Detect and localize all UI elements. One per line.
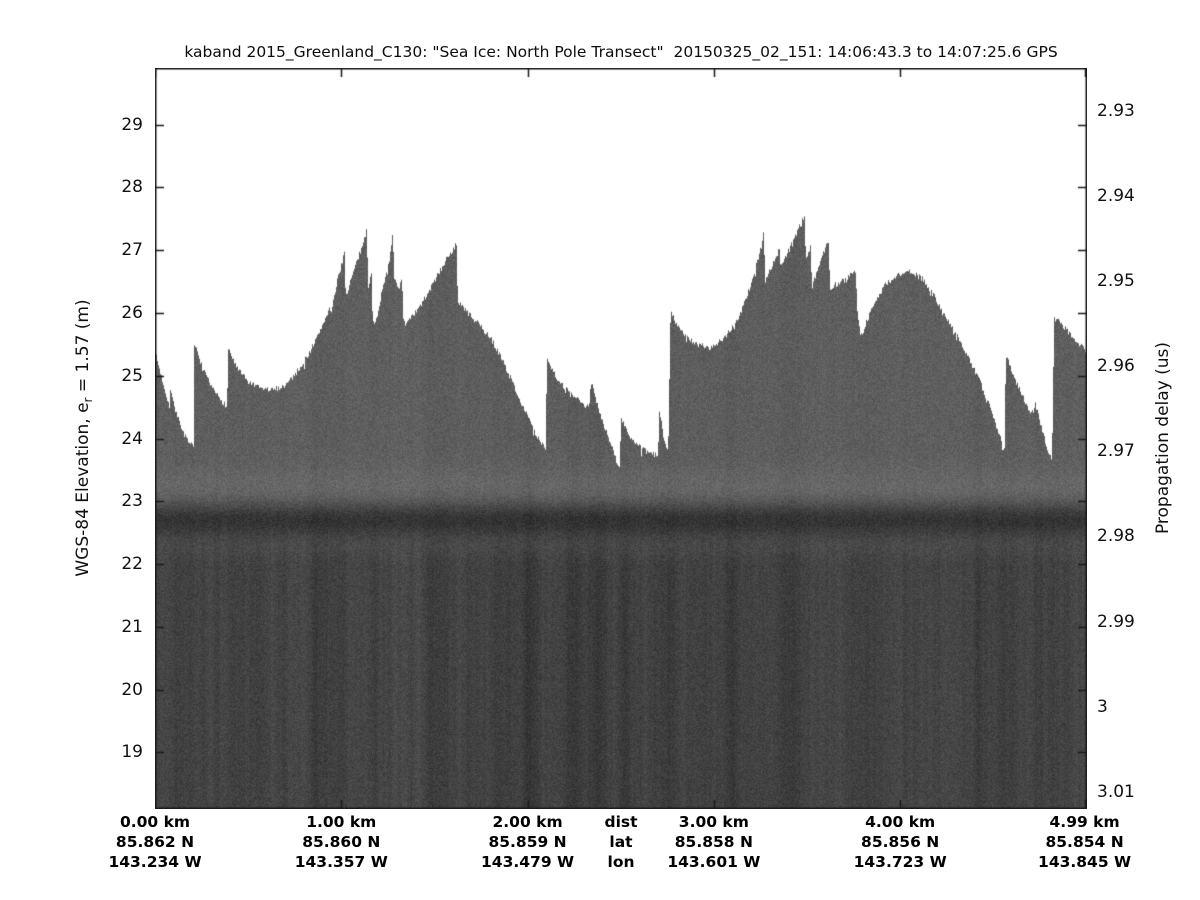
x-axis-label-column: 2.00 km 85.859 N 143.479 W bbox=[453, 812, 603, 872]
y-axis-left-tick-label: 24 bbox=[121, 428, 143, 449]
y-axis-right-tick-label: 2.99 bbox=[1097, 611, 1135, 632]
y-left-label-subscript: r bbox=[81, 397, 96, 403]
y-axis-left-tick-label: 25 bbox=[121, 365, 143, 386]
x-tick-longitude: 143.479 W bbox=[481, 853, 575, 871]
y-axis-left-tick-label: 27 bbox=[121, 240, 143, 261]
x-tick-latitude: 85.858 N bbox=[674, 833, 753, 851]
x-tick-longitude: 143.723 W bbox=[853, 853, 947, 871]
x-axis-label-column: 3.00 km 85.858 N 143.601 W bbox=[639, 812, 789, 872]
y-axis-right-tick-label: 2.96 bbox=[1097, 356, 1135, 377]
y-axis-right-tick-label: 2.94 bbox=[1097, 185, 1135, 206]
x-axis-label-column: 4.00 km 85.856 N 143.723 W bbox=[825, 812, 975, 872]
x-tick-longitude: 143.601 W bbox=[667, 853, 761, 871]
y-axis-right-tick-label: 2.98 bbox=[1097, 526, 1135, 547]
x-tick-latitude: 85.862 N bbox=[115, 833, 195, 851]
x-tick-distance: 4.99 km bbox=[1049, 813, 1120, 831]
y-axis-left-tick-label: 19 bbox=[121, 742, 143, 763]
x-tick-distance: 4.00 km bbox=[865, 813, 936, 831]
y-axis-left-tick-label: 22 bbox=[121, 554, 143, 575]
y-axis-left-tick-label: 21 bbox=[121, 616, 143, 637]
x-tick-distance: 0.00 km bbox=[119, 813, 191, 831]
x-tick-distance: 3.00 km bbox=[678, 813, 749, 831]
x-axis-label-column: 0.00 km 85.862 N 143.234 W bbox=[80, 812, 230, 872]
x-axis-label-column: 1.00 km 85.860 N 143.357 W bbox=[266, 812, 416, 872]
x-tick-distance: 2.00 km bbox=[492, 813, 563, 831]
plot-title: kaband 2015_Greenland_C130: "Sea Ice: No… bbox=[184, 43, 1058, 61]
y-axis-right-tick-label: 2.93 bbox=[1097, 100, 1135, 121]
x-tick-distance: 1.00 km bbox=[306, 813, 377, 831]
x-tick-longitude: 143.845 W bbox=[1038, 853, 1132, 871]
y-axis-left-tick-label: 26 bbox=[121, 302, 143, 323]
x-tick-latitude: 85.854 N bbox=[1045, 833, 1124, 851]
y-axis-right-tick-label: 2.95 bbox=[1097, 270, 1135, 291]
y-axis-right-label: Propagation delay (us) bbox=[1153, 341, 1173, 535]
x-tick-latitude: 85.859 N bbox=[488, 833, 567, 851]
echogram-canvas bbox=[155, 68, 1087, 809]
y-axis-left-tick-label: 20 bbox=[121, 679, 143, 700]
y-axis-left-tick-label: 23 bbox=[121, 491, 143, 512]
y-axis-left-tick-label: 29 bbox=[121, 114, 143, 135]
x-axis-row-name-lat: lat bbox=[609, 833, 633, 851]
x-axis-label-column: dist lat lon bbox=[546, 812, 696, 872]
y-axis-right-tick-label: 2.97 bbox=[1097, 441, 1135, 462]
x-tick-latitude: 85.856 N bbox=[861, 833, 940, 851]
x-tick-longitude: 143.357 W bbox=[294, 853, 388, 871]
x-axis-label-column: 4.99 km 85.854 N 143.845 W bbox=[1010, 812, 1160, 872]
y-axis-right-tick-label: 3 bbox=[1097, 696, 1108, 717]
x-tick-latitude: 85.860 N bbox=[302, 833, 381, 851]
y-axis-left-tick-label: 28 bbox=[121, 177, 143, 198]
x-axis-row-name-lon: lon bbox=[607, 853, 635, 871]
y-axis-right-tick-label: 3.01 bbox=[1097, 781, 1135, 802]
x-axis-row-name-dist: dist bbox=[604, 813, 638, 831]
x-tick-longitude: 143.234 W bbox=[108, 853, 202, 871]
